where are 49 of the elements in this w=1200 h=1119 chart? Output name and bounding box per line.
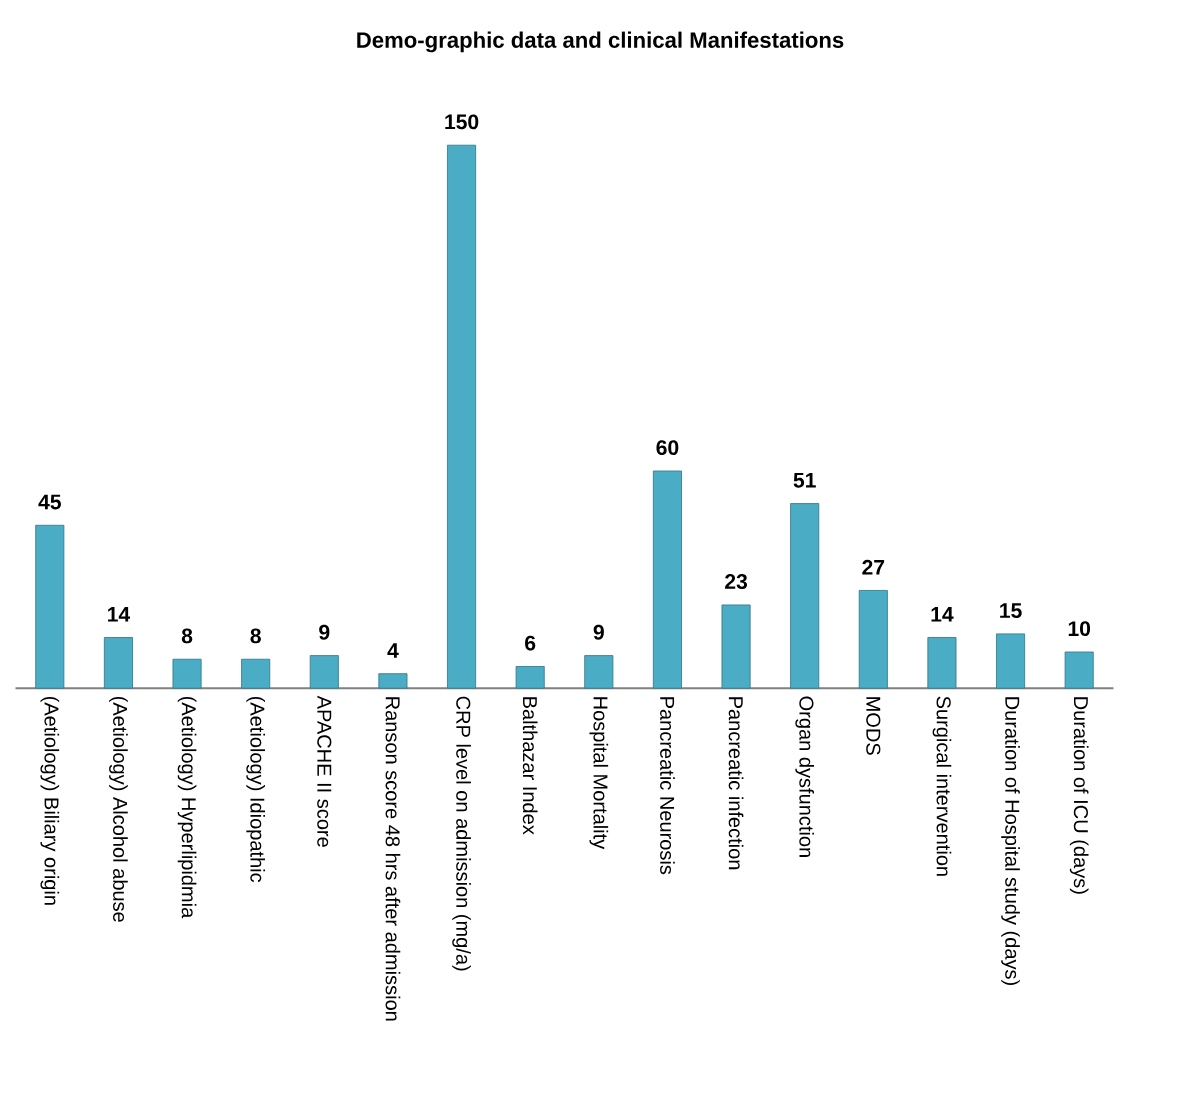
- x-tick-label: (Aetiology) Hyperlipidmia: [177, 696, 197, 919]
- x-tick-label: CRP level on admission (mg/a): [452, 696, 471, 971]
- x-tick-label: Duration of ICU (days): [1069, 697, 1089, 894]
- x-tick-label: Organ dysfunction: [795, 696, 815, 857]
- x-tick-label: Hospital Mortality: [589, 697, 609, 850]
- x-tick-label: (Aetiology) Idiopathic: [246, 696, 266, 883]
- x-tick-label: (Aetiology) Alcohol abuse: [109, 696, 128, 922]
- data-label: 45: [38, 494, 61, 510]
- bar: [996, 633, 1026, 689]
- bar: [378, 673, 408, 689]
- bar: [172, 658, 202, 689]
- data-label: 8: [250, 628, 261, 644]
- data-label: 23: [725, 574, 748, 590]
- x-tick-label: Surgical intervention: [932, 696, 952, 876]
- bar: [309, 655, 339, 689]
- bar: [858, 590, 888, 689]
- data-label: 51: [793, 472, 816, 488]
- x-tick-label: Pancreatic Neurosis: [660, 697, 675, 875]
- x-tick-label: (Aetiology) Biliary origin: [40, 696, 60, 905]
- x-tick-label: Pancreatic infection: [728, 697, 744, 870]
- x-tick-label: Duration of Hospital study (days): [1001, 697, 1020, 985]
- x-tick-label: Balthazar Index: [522, 697, 538, 835]
- bar: [1064, 651, 1094, 689]
- chart-title: Demo-graphic data and clinical Manifestations: [357, 31, 844, 53]
- data-label: 9: [593, 624, 604, 640]
- data-label: 60: [656, 440, 679, 456]
- x-tick-label: MODS: [866, 697, 881, 755]
- data-label: 150: [445, 114, 479, 130]
- bar: [790, 503, 820, 689]
- data-label: 14: [931, 607, 954, 622]
- bar: [103, 637, 133, 689]
- data-label: 27: [862, 559, 885, 575]
- bar: [584, 655, 614, 689]
- data-label: 4: [387, 643, 399, 658]
- x-tick-label: APACHE II score: [317, 695, 332, 847]
- x-tick-label: Ranson score 48 hrs after admission: [385, 697, 401, 1021]
- bar: [35, 524, 65, 689]
- data-label: 9: [319, 624, 330, 640]
- bar: [447, 144, 477, 689]
- data-label: 10: [1068, 621, 1091, 637]
- data-label: 15: [1000, 603, 1022, 618]
- bar: [927, 637, 957, 689]
- bar: [652, 470, 682, 689]
- bar: [721, 604, 751, 689]
- data-label: 14: [108, 607, 131, 622]
- data-label: 6: [525, 635, 536, 651]
- bar: [515, 666, 545, 689]
- data-label: 8: [181, 628, 193, 644]
- bar: [241, 658, 271, 689]
